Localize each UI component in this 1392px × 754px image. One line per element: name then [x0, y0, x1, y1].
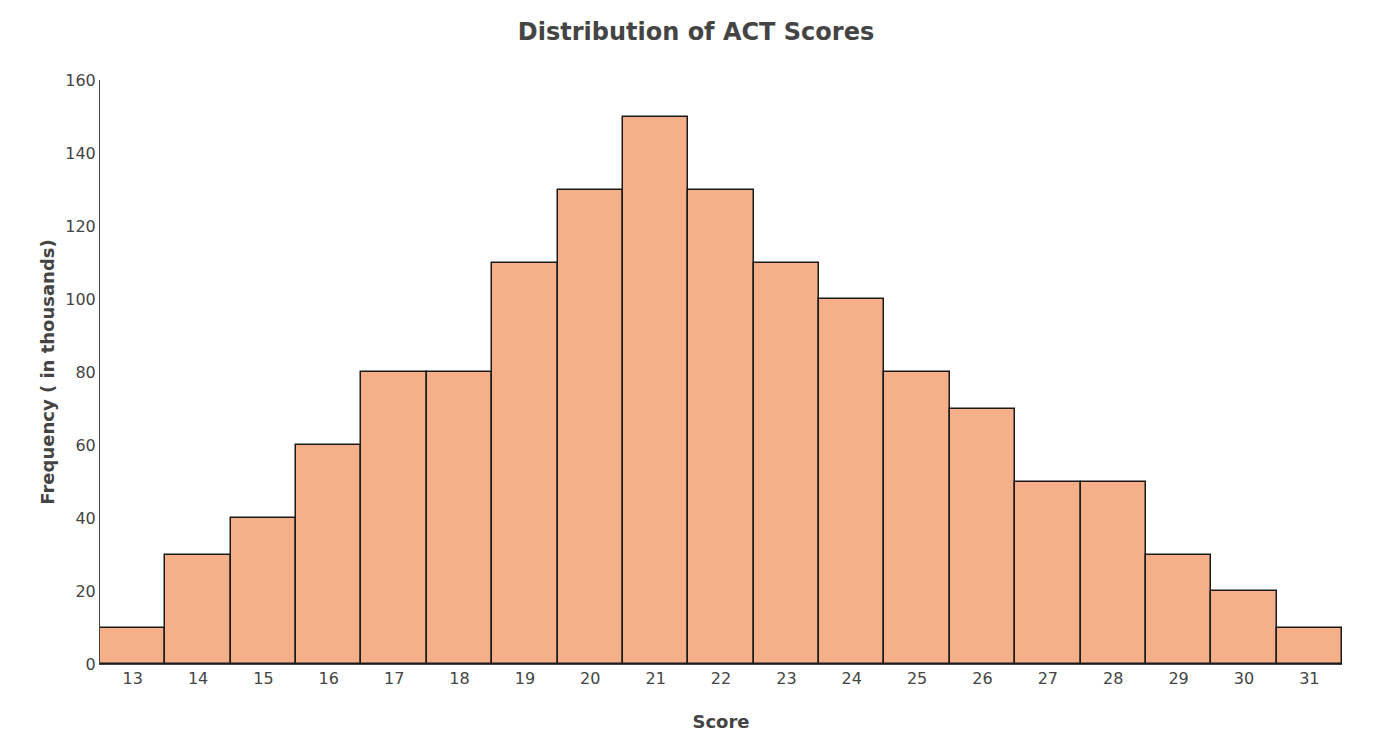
svg-text:100: 100 — [65, 290, 96, 309]
svg-text:120: 120 — [65, 217, 96, 236]
svg-text:20: 20 — [75, 582, 95, 601]
svg-text:30: 30 — [1234, 669, 1254, 688]
svg-text:22: 22 — [711, 669, 731, 688]
svg-text:Score: Score — [692, 711, 749, 732]
svg-text:Frequency ( in thousands): Frequency ( in thousands) — [37, 239, 58, 504]
svg-text:20: 20 — [580, 669, 600, 688]
svg-text:18: 18 — [449, 669, 469, 688]
svg-text:140: 140 — [65, 144, 96, 163]
svg-text:15: 15 — [253, 669, 273, 688]
svg-text:16: 16 — [319, 669, 339, 688]
svg-text:160: 160 — [65, 71, 96, 90]
svg-text:0: 0 — [86, 655, 96, 674]
svg-text:24: 24 — [842, 669, 862, 688]
svg-text:29: 29 — [1168, 669, 1188, 688]
svg-text:27: 27 — [1038, 669, 1058, 688]
svg-text:14: 14 — [188, 669, 208, 688]
svg-text:60: 60 — [75, 436, 95, 455]
svg-text:17: 17 — [384, 669, 404, 688]
svg-text:31: 31 — [1299, 669, 1319, 688]
svg-text:28: 28 — [1103, 669, 1123, 688]
svg-text:80: 80 — [75, 363, 95, 382]
svg-text:13: 13 — [123, 669, 143, 688]
svg-text:26: 26 — [972, 669, 992, 688]
svg-text:23: 23 — [776, 669, 796, 688]
svg-text:Distribution of ACT Scores: Distribution of ACT Scores — [518, 18, 874, 46]
svg-text:21: 21 — [645, 669, 665, 688]
svg-text:25: 25 — [907, 669, 927, 688]
svg-text:40: 40 — [75, 509, 95, 528]
svg-text:19: 19 — [515, 669, 535, 688]
